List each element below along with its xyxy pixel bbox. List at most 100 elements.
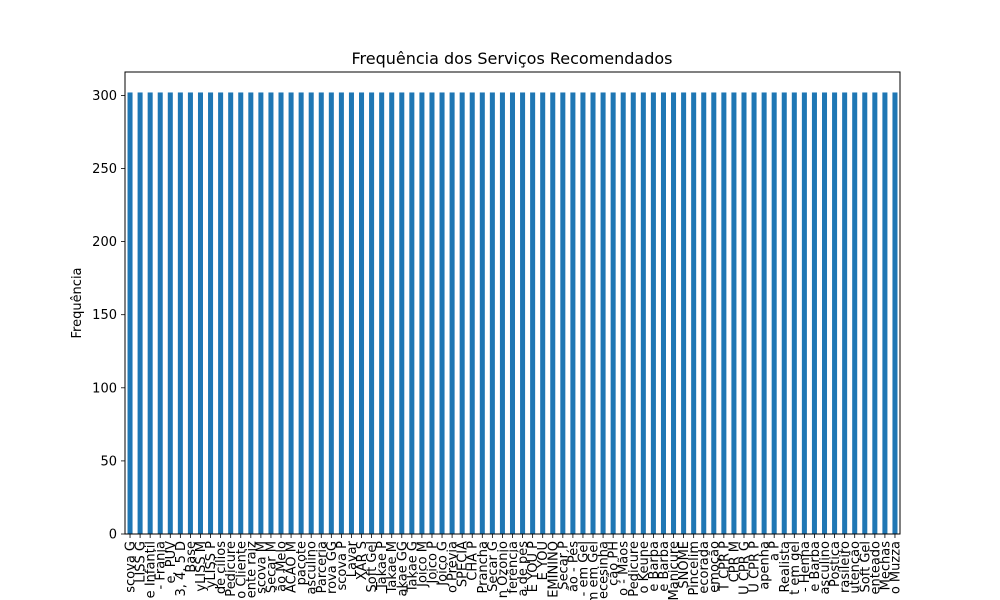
bar	[359, 92, 365, 534]
bar	[157, 92, 163, 534]
x-tick-label: U CPR P	[748, 541, 763, 593]
bar	[600, 92, 606, 534]
bar	[520, 92, 526, 534]
x-tick-label: enteado	[868, 541, 883, 595]
bar	[127, 92, 133, 534]
x-tick-label: t em gel	[788, 541, 803, 595]
bar	[338, 92, 344, 534]
x-tick-label: Prancha	[476, 541, 491, 594]
x-tick-label: scova G	[124, 541, 139, 593]
bar	[288, 92, 294, 534]
x-tick-label: Realista	[778, 541, 793, 592]
x-tick-label: apenha	[758, 541, 773, 590]
x-tick-label: Pedicure	[627, 541, 642, 597]
bar	[459, 92, 465, 534]
bar	[771, 92, 777, 534]
x-tick-label: Parceria	[315, 541, 330, 593]
x-tick-label: e Barba	[657, 541, 672, 592]
bar	[781, 92, 787, 534]
bar	[620, 92, 626, 534]
bar	[842, 92, 848, 534]
x-tick-label: Pedicure	[224, 541, 239, 597]
x-tick-label: Secar P	[556, 541, 571, 590]
x-tick-label: Soft Gel	[365, 541, 380, 592]
x-tick-label: emoção	[707, 541, 722, 593]
bar	[167, 92, 173, 534]
x-tick-label: XAR S	[355, 541, 370, 580]
x-tick-label: o Prévia	[446, 541, 461, 593]
bar	[218, 92, 224, 534]
y-tick-label: 200	[92, 235, 117, 250]
y-tick-label: 100	[92, 381, 117, 396]
bar	[892, 92, 898, 534]
bar	[761, 92, 767, 534]
bar	[177, 92, 183, 534]
bar	[560, 92, 566, 534]
x-tick-label: Takae M	[385, 541, 400, 594]
bar	[811, 92, 817, 534]
x-tick-label: ecorada	[697, 541, 712, 594]
bar	[499, 92, 505, 534]
bar	[791, 92, 797, 534]
x-tick-label: rasileiro	[838, 541, 853, 593]
x-tick-label: e Infantil	[144, 541, 159, 598]
x-tick-label: Pincelim	[687, 541, 702, 595]
bar	[248, 92, 254, 534]
bar	[509, 92, 516, 534]
y-axis-title: Frequência	[70, 267, 85, 338]
x-tick-label: CPR M	[727, 541, 742, 582]
x-tick-label: ACÃO M	[284, 541, 300, 593]
x-tick-label: U CPR G	[737, 541, 752, 595]
x-tick-label: scova M	[254, 541, 269, 594]
x-tick-label: e Barba	[647, 541, 662, 592]
x-tick-label: o Muzza	[888, 541, 903, 594]
bar	[862, 92, 868, 534]
bar	[630, 92, 636, 534]
bar	[389, 92, 395, 534]
x-tick-label: 3, 4, 5 D	[174, 541, 189, 597]
x-tick-label: a de pés	[516, 541, 531, 597]
bar	[540, 92, 546, 534]
x-tick-label: Joico G	[436, 541, 451, 587]
y-tick-label: 150	[92, 308, 117, 323]
x-tick-label: n Ozonio	[496, 541, 511, 598]
bar	[852, 92, 858, 534]
x-tick-label: Takae P	[375, 541, 390, 591]
x-tick-label: LISS G	[134, 541, 149, 583]
bar	[328, 92, 334, 534]
y-tick-label: 300	[92, 89, 117, 104]
x-tick-label: de cílios	[214, 541, 229, 594]
bar	[419, 92, 425, 534]
bar	[409, 92, 415, 534]
x-tick-label: CHA P	[466, 541, 481, 581]
bar	[489, 92, 495, 534]
x-tick-label: yLISS P	[204, 541, 219, 588]
x-tick-label: akae GG	[395, 541, 410, 597]
bar	[479, 92, 485, 534]
bar	[308, 92, 314, 534]
x-tick-label: o Keune	[637, 541, 652, 593]
bar	[822, 92, 828, 534]
bar	[298, 92, 304, 534]
x-tick-label: Takae G	[405, 541, 420, 593]
x-tick-label: É YOU P	[525, 541, 541, 592]
x-tick-label: ão - Pés	[566, 541, 581, 592]
x-tick-label: ecesinha	[597, 541, 612, 599]
x-tick-label: e, PUV	[164, 541, 179, 584]
bar	[449, 92, 455, 534]
x-tick-label: asculino	[305, 541, 320, 595]
bar	[137, 92, 143, 534]
bar	[691, 92, 697, 534]
bar	[701, 92, 707, 534]
x-tick-label: ão Melo	[275, 541, 290, 592]
x-tick-label: E YOU	[536, 541, 551, 580]
x-tick-label: asculino	[818, 541, 833, 595]
bar	[872, 92, 878, 534]
bar	[530, 92, 536, 534]
x-tick-label: pacote	[295, 541, 310, 585]
bar	[369, 92, 375, 534]
x-tick-label: Secar M	[264, 541, 279, 593]
x-tick-label: a P	[768, 541, 783, 561]
bar	[228, 92, 234, 534]
